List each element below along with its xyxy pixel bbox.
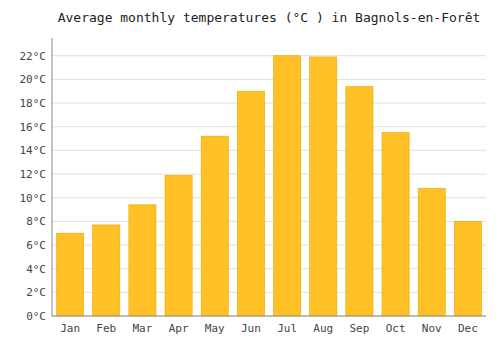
bar xyxy=(129,205,156,316)
grid-line xyxy=(52,316,486,317)
bar xyxy=(454,221,481,316)
bars xyxy=(57,56,482,316)
y-tick-label: 16°C xyxy=(20,121,47,134)
x-tick-label: Jul xyxy=(277,322,297,335)
bar xyxy=(237,91,264,316)
x-tick-label: May xyxy=(205,322,225,335)
x-tick-label: Jan xyxy=(60,322,80,335)
x-tick-label: Nov xyxy=(422,322,442,335)
chart: Average monthly temperatures (°C ) in Ba… xyxy=(0,0,500,350)
grid-line xyxy=(52,103,486,104)
y-tick-label: 22°C xyxy=(20,50,47,63)
y-tick-label: 0°C xyxy=(26,310,46,323)
x-tick-label: Feb xyxy=(96,322,116,335)
x-axis-line xyxy=(52,316,486,317)
x-tick-label: Jun xyxy=(241,322,261,335)
x-tick-label: Sep xyxy=(349,322,369,335)
grid-line xyxy=(52,79,486,80)
y-ticks: 0°C 2°C 4°C 6°C 8°C 10°C 12°C 14°C 16°C 18°C 20°C 2… xyxy=(20,50,47,323)
x-ticks: Jan Feb Mar Apr May Jun Jul Aug Sep Oct Nov Dec xyxy=(60,322,478,335)
grid-line xyxy=(52,150,486,151)
y-tick-label: 10°C xyxy=(20,192,47,205)
bar xyxy=(274,56,301,316)
title: Average monthly temperatures (°C ) in Ba… xyxy=(58,10,481,25)
bar xyxy=(382,133,409,316)
bar xyxy=(310,57,337,316)
y-tick-label: 14°C xyxy=(20,144,47,157)
x-tick-label: Dec xyxy=(458,322,478,335)
y-tick-label: 20°C xyxy=(20,73,47,86)
x-tick-label: Apr xyxy=(169,322,189,335)
bar xyxy=(57,233,84,316)
y-tick-label: 12°C xyxy=(20,168,47,181)
grid-line xyxy=(52,174,486,175)
grid-line xyxy=(52,126,486,127)
y-tick-label: 4°C xyxy=(26,263,46,276)
bar xyxy=(165,175,192,316)
grid xyxy=(52,56,486,316)
bar xyxy=(93,225,120,316)
bar xyxy=(418,188,445,316)
bar xyxy=(346,87,373,316)
y-tick-label: 18°C xyxy=(20,97,47,110)
bar xyxy=(201,136,228,316)
x-tick-label: Aug xyxy=(313,322,333,335)
y-axis-line xyxy=(52,38,53,316)
y-tick-label: 6°C xyxy=(26,239,46,252)
y-tick-label: 8°C xyxy=(26,215,46,228)
grid-line xyxy=(52,55,486,56)
x-tick-label: Mar xyxy=(132,322,152,335)
y-tick-label: 2°C xyxy=(26,286,46,299)
x-tick-label: Oct xyxy=(386,322,406,335)
